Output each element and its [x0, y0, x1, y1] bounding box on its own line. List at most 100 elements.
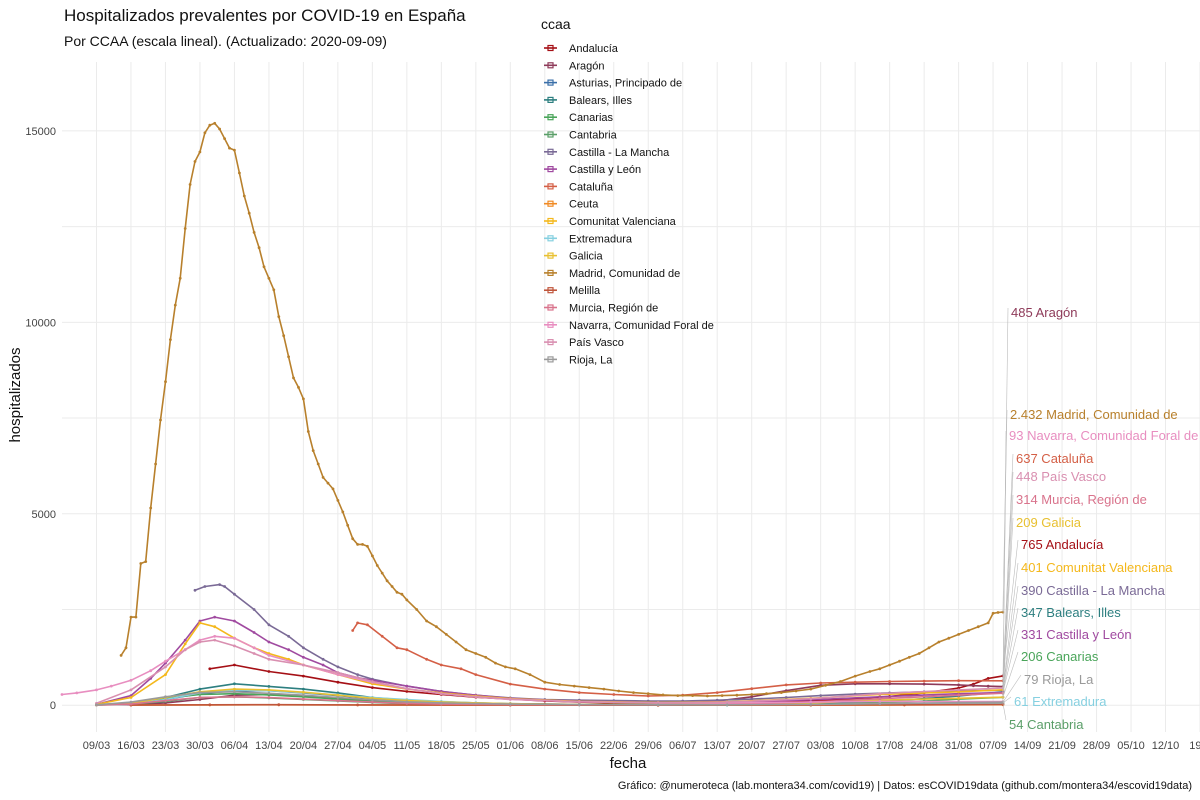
data-point	[134, 615, 138, 619]
data-point	[656, 703, 660, 707]
data-point	[336, 499, 340, 502]
data-point	[809, 703, 813, 706]
legend-item: Cataluña	[544, 181, 614, 193]
data-point	[252, 652, 256, 655]
legend-item: Melilla	[544, 285, 601, 297]
end-label: 347 Balears, Illes	[1021, 605, 1121, 620]
legend-swatch-marker	[547, 339, 554, 346]
legend-item: Ceuta	[544, 199, 599, 211]
data-point	[435, 625, 438, 629]
y-tick-label: 0	[50, 700, 56, 712]
data-point	[164, 695, 167, 699]
data-point	[878, 697, 882, 701]
data-point	[257, 246, 261, 250]
legend-item: Murcia, Región de	[544, 303, 658, 315]
data-point	[218, 127, 222, 131]
data-point	[302, 397, 305, 401]
data-point	[233, 663, 236, 667]
data-point	[474, 673, 478, 676]
legend-label: Madrid, Comunidad de	[569, 268, 680, 280]
end-label: 390 Castilla - La Mancha	[1021, 583, 1166, 598]
data-point	[169, 338, 172, 341]
data-point	[129, 700, 133, 704]
data-point	[380, 634, 384, 638]
data-point	[508, 702, 512, 706]
label-leader-line	[1002, 585, 1019, 691]
x-tick-label: 11/05	[393, 740, 420, 752]
data-point	[198, 698, 202, 701]
data-point	[306, 430, 310, 433]
data-point	[159, 418, 162, 422]
data-point	[252, 646, 256, 650]
legend-item: Castilla y León	[544, 164, 641, 176]
data-point	[297, 386, 300, 389]
legend-label: Comunitat Valenciana	[569, 216, 677, 228]
data-point	[878, 700, 882, 703]
legend-label: Asturias, Principado de	[569, 78, 682, 90]
data-point	[213, 121, 217, 125]
legend-swatch-marker	[547, 287, 554, 294]
data-point	[292, 376, 295, 380]
data-point	[233, 592, 236, 596]
data-point	[247, 211, 251, 215]
legend-swatch-marker	[547, 44, 554, 52]
data-point	[425, 657, 428, 661]
data-point	[109, 684, 113, 688]
end-label: 765 Andalucía	[1021, 537, 1104, 552]
data-point	[986, 621, 990, 625]
data-point	[484, 655, 488, 659]
data-point	[262, 265, 266, 269]
data-point	[203, 585, 207, 588]
legend-label: Cataluña	[569, 181, 614, 193]
legend-label: Cantabria	[569, 130, 618, 142]
data-point	[646, 692, 650, 696]
data-point	[513, 667, 517, 671]
data-point	[602, 687, 606, 691]
data-point	[119, 654, 123, 657]
data-point	[164, 699, 167, 702]
data-point	[947, 636, 951, 640]
data-point	[888, 682, 891, 686]
data-point	[223, 137, 227, 141]
x-tick-label: 23/03	[152, 740, 180, 752]
x-tick-label: 21/09	[1048, 740, 1076, 752]
legend-swatch-marker	[547, 217, 554, 225]
data-point	[735, 693, 739, 697]
data-point	[996, 611, 1000, 614]
legend-item: Canarias	[544, 112, 614, 124]
x-tick-label: 05/10	[1117, 740, 1145, 752]
data-point	[957, 701, 960, 705]
legend-swatch-marker	[547, 269, 554, 276]
data-point	[444, 633, 448, 636]
data-point	[213, 634, 217, 638]
label-leader-line	[1002, 453, 1014, 681]
legend-swatch-marker	[547, 166, 554, 173]
data-point	[223, 585, 227, 588]
data-point	[750, 697, 754, 701]
legend-label: Murcia, Región de	[569, 303, 658, 315]
data-point	[267, 623, 271, 627]
data-point	[715, 691, 719, 694]
data-point	[356, 673, 359, 676]
legend-item: Asturias, Principado de	[544, 78, 682, 90]
data-point	[439, 692, 443, 696]
data-point	[252, 608, 256, 611]
end-label: 206 Canarias	[1021, 649, 1099, 664]
label-leader-line	[1002, 471, 1014, 689]
legend-item: Comunitat Valenciana	[544, 216, 677, 228]
label-leader-line	[1002, 703, 1007, 721]
data-point	[957, 679, 960, 683]
data-point	[282, 334, 286, 338]
data-point	[233, 148, 236, 152]
end-label: 401 Comunitat Valenciana	[1021, 560, 1173, 575]
data-point	[208, 667, 212, 671]
end-label: 79 Rioja, La	[1024, 672, 1094, 687]
data-point	[878, 702, 882, 706]
data-point	[233, 619, 236, 623]
data-point	[154, 462, 158, 466]
legend: ccaa Andalucía Aragón Asturias, Principado…	[541, 16, 714, 366]
data-point	[193, 160, 197, 163]
x-tick-label: 14/09	[1014, 740, 1042, 752]
legend-label: Castilla y León	[569, 164, 641, 176]
